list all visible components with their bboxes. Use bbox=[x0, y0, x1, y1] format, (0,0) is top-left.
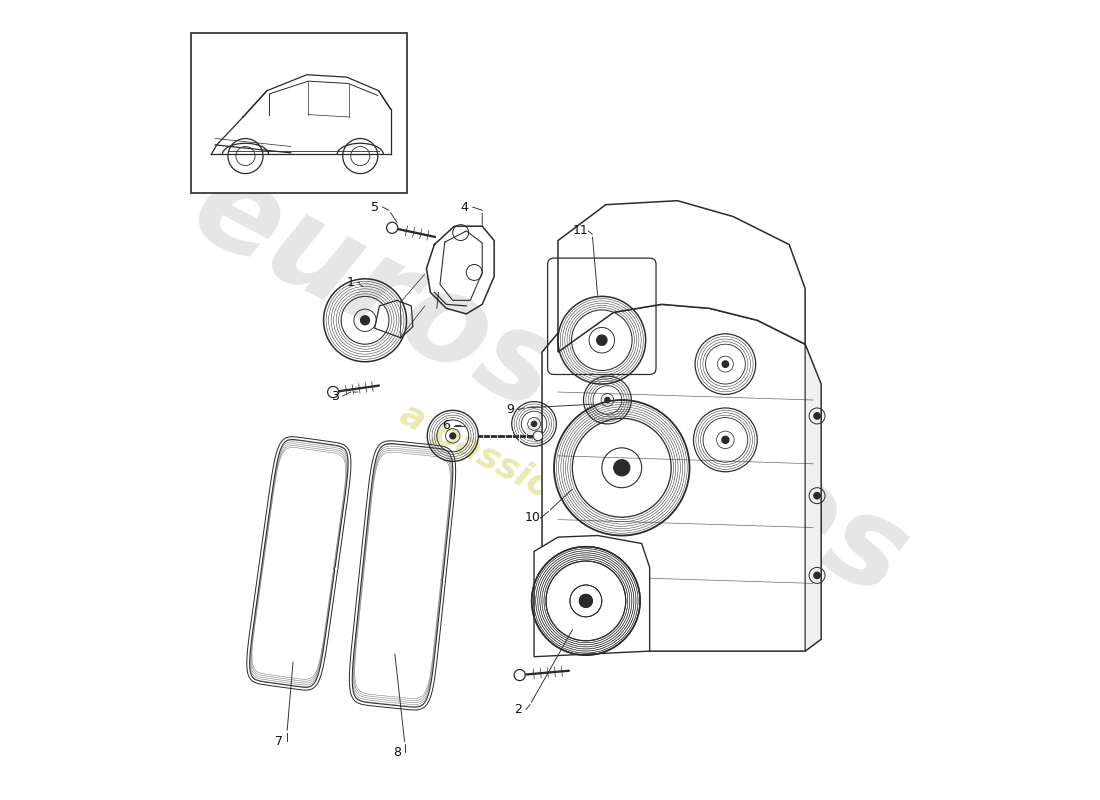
Circle shape bbox=[580, 594, 592, 607]
Circle shape bbox=[722, 436, 729, 443]
Circle shape bbox=[450, 433, 455, 438]
Text: a passion since 1985: a passion since 1985 bbox=[395, 397, 785, 626]
Polygon shape bbox=[535, 535, 650, 657]
Circle shape bbox=[580, 594, 592, 607]
Circle shape bbox=[596, 335, 607, 346]
Circle shape bbox=[605, 398, 610, 402]
Circle shape bbox=[361, 316, 370, 325]
Circle shape bbox=[534, 431, 542, 441]
Text: 1: 1 bbox=[346, 275, 354, 289]
Text: 2: 2 bbox=[514, 703, 522, 716]
Text: 3: 3 bbox=[331, 390, 339, 402]
Text: 6: 6 bbox=[442, 419, 450, 432]
Text: 8: 8 bbox=[393, 746, 400, 759]
Text: 4: 4 bbox=[461, 201, 469, 214]
Circle shape bbox=[814, 413, 821, 419]
Text: 7: 7 bbox=[275, 734, 283, 748]
Polygon shape bbox=[542, 304, 821, 651]
Text: 9: 9 bbox=[506, 403, 514, 416]
Text: eurospares: eurospares bbox=[173, 145, 927, 623]
Circle shape bbox=[723, 361, 728, 367]
Polygon shape bbox=[558, 201, 805, 352]
Text: 10: 10 bbox=[525, 511, 540, 525]
Circle shape bbox=[386, 222, 398, 234]
Bar bbox=[191, 34, 407, 193]
Circle shape bbox=[814, 493, 821, 499]
Text: 5: 5 bbox=[371, 201, 378, 214]
Circle shape bbox=[614, 460, 629, 476]
Text: 11: 11 bbox=[572, 225, 588, 238]
Circle shape bbox=[531, 422, 537, 426]
Circle shape bbox=[328, 386, 339, 398]
Polygon shape bbox=[805, 344, 821, 651]
Circle shape bbox=[814, 572, 821, 578]
Circle shape bbox=[514, 670, 526, 681]
